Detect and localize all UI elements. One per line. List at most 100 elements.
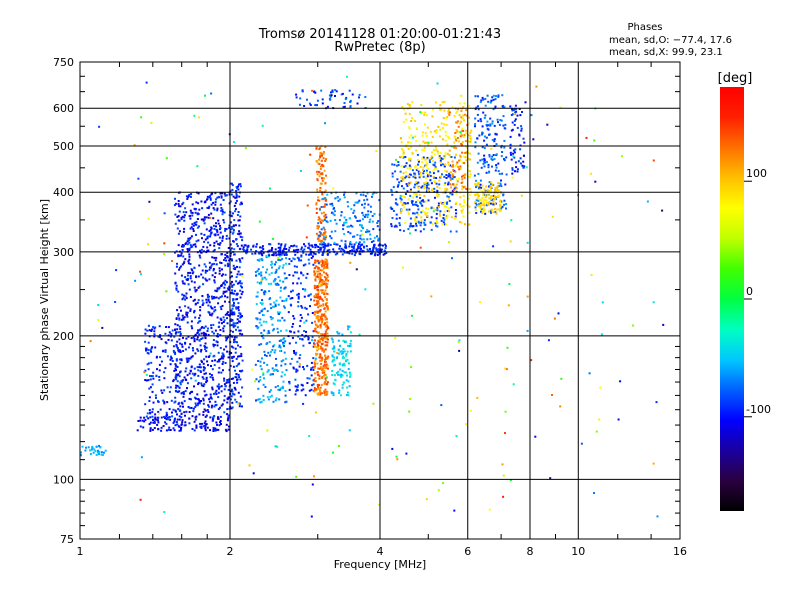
data-point xyxy=(146,363,149,366)
data-point xyxy=(190,193,193,195)
data-point xyxy=(237,344,239,347)
data-point xyxy=(379,244,382,247)
data-point xyxy=(453,146,456,149)
data-point xyxy=(314,320,316,323)
data-point xyxy=(479,183,482,186)
data-point xyxy=(262,372,265,375)
data-point xyxy=(463,185,466,188)
data-point xyxy=(262,383,265,386)
data-point xyxy=(160,429,163,432)
data-point xyxy=(204,348,207,351)
data-point xyxy=(270,248,273,251)
data-point xyxy=(332,248,335,251)
data-point xyxy=(371,220,374,223)
data-point xyxy=(338,219,341,222)
data-point xyxy=(210,212,213,215)
data-point xyxy=(445,223,448,226)
data-point xyxy=(274,305,277,308)
data-point xyxy=(490,197,492,200)
data-point xyxy=(457,108,460,111)
data-point xyxy=(203,424,206,427)
data-point xyxy=(209,352,212,355)
data-point xyxy=(461,134,464,137)
data-point xyxy=(315,202,318,205)
data-point xyxy=(282,266,284,269)
data-point xyxy=(324,365,327,368)
data-point xyxy=(224,279,227,282)
data-point xyxy=(188,247,191,250)
data-point xyxy=(165,429,168,432)
data-point xyxy=(266,429,269,432)
data-point xyxy=(440,219,443,222)
data-point xyxy=(179,332,182,335)
data-point xyxy=(436,185,439,188)
data-point xyxy=(351,225,354,228)
data-point xyxy=(188,372,191,375)
data-point xyxy=(174,323,177,326)
data-point xyxy=(430,295,433,298)
data-point xyxy=(324,289,327,292)
data-point xyxy=(163,415,165,418)
data-point xyxy=(346,201,349,203)
data-point xyxy=(284,390,287,392)
data-point xyxy=(230,345,233,348)
data-point xyxy=(359,245,362,248)
data-point xyxy=(326,262,329,265)
data-point xyxy=(438,187,441,189)
data-point xyxy=(180,358,183,361)
data-point xyxy=(396,164,398,167)
data-point xyxy=(285,329,288,332)
data-point xyxy=(176,309,179,312)
data-point xyxy=(209,216,212,219)
data-point xyxy=(192,271,195,274)
data-point xyxy=(382,253,385,256)
data-point xyxy=(337,339,340,342)
data-point xyxy=(441,127,444,129)
data-point xyxy=(459,203,462,206)
data-point xyxy=(355,268,358,271)
data-point xyxy=(430,155,433,158)
data-point xyxy=(511,113,514,116)
data-point xyxy=(309,153,312,156)
data-point xyxy=(491,138,494,141)
data-point xyxy=(346,251,349,254)
data-point xyxy=(153,333,156,336)
data-point xyxy=(461,151,464,154)
data-point xyxy=(241,202,243,205)
data-point xyxy=(437,152,440,155)
data-point xyxy=(277,276,280,279)
data-point xyxy=(316,199,319,202)
data-point xyxy=(454,215,457,218)
data-point xyxy=(180,426,183,429)
data-point xyxy=(143,371,146,374)
data-point xyxy=(513,123,516,126)
data-point xyxy=(318,231,321,233)
data-point xyxy=(303,368,305,371)
data-point xyxy=(203,345,206,347)
data-point xyxy=(236,378,238,381)
data-point xyxy=(422,140,425,143)
data-point xyxy=(315,160,318,163)
data-point xyxy=(345,353,348,355)
data-point xyxy=(401,195,404,197)
data-point xyxy=(213,248,216,251)
data-point xyxy=(275,254,278,257)
data-point xyxy=(219,334,222,337)
data-point xyxy=(497,94,500,97)
data-point xyxy=(198,225,200,228)
data-point xyxy=(303,105,306,107)
colorbar-tick-label: -100 xyxy=(746,403,771,416)
data-point xyxy=(175,378,178,381)
data-point xyxy=(239,329,242,332)
data-point xyxy=(265,271,267,274)
data-point xyxy=(341,386,344,389)
data-point xyxy=(194,208,197,211)
data-point xyxy=(216,316,219,319)
data-point xyxy=(320,376,323,379)
data-point xyxy=(444,169,447,172)
data-point xyxy=(184,341,187,344)
data-point xyxy=(474,202,477,205)
data-point xyxy=(449,230,452,233)
data-point xyxy=(458,159,461,162)
data-point xyxy=(296,360,299,363)
